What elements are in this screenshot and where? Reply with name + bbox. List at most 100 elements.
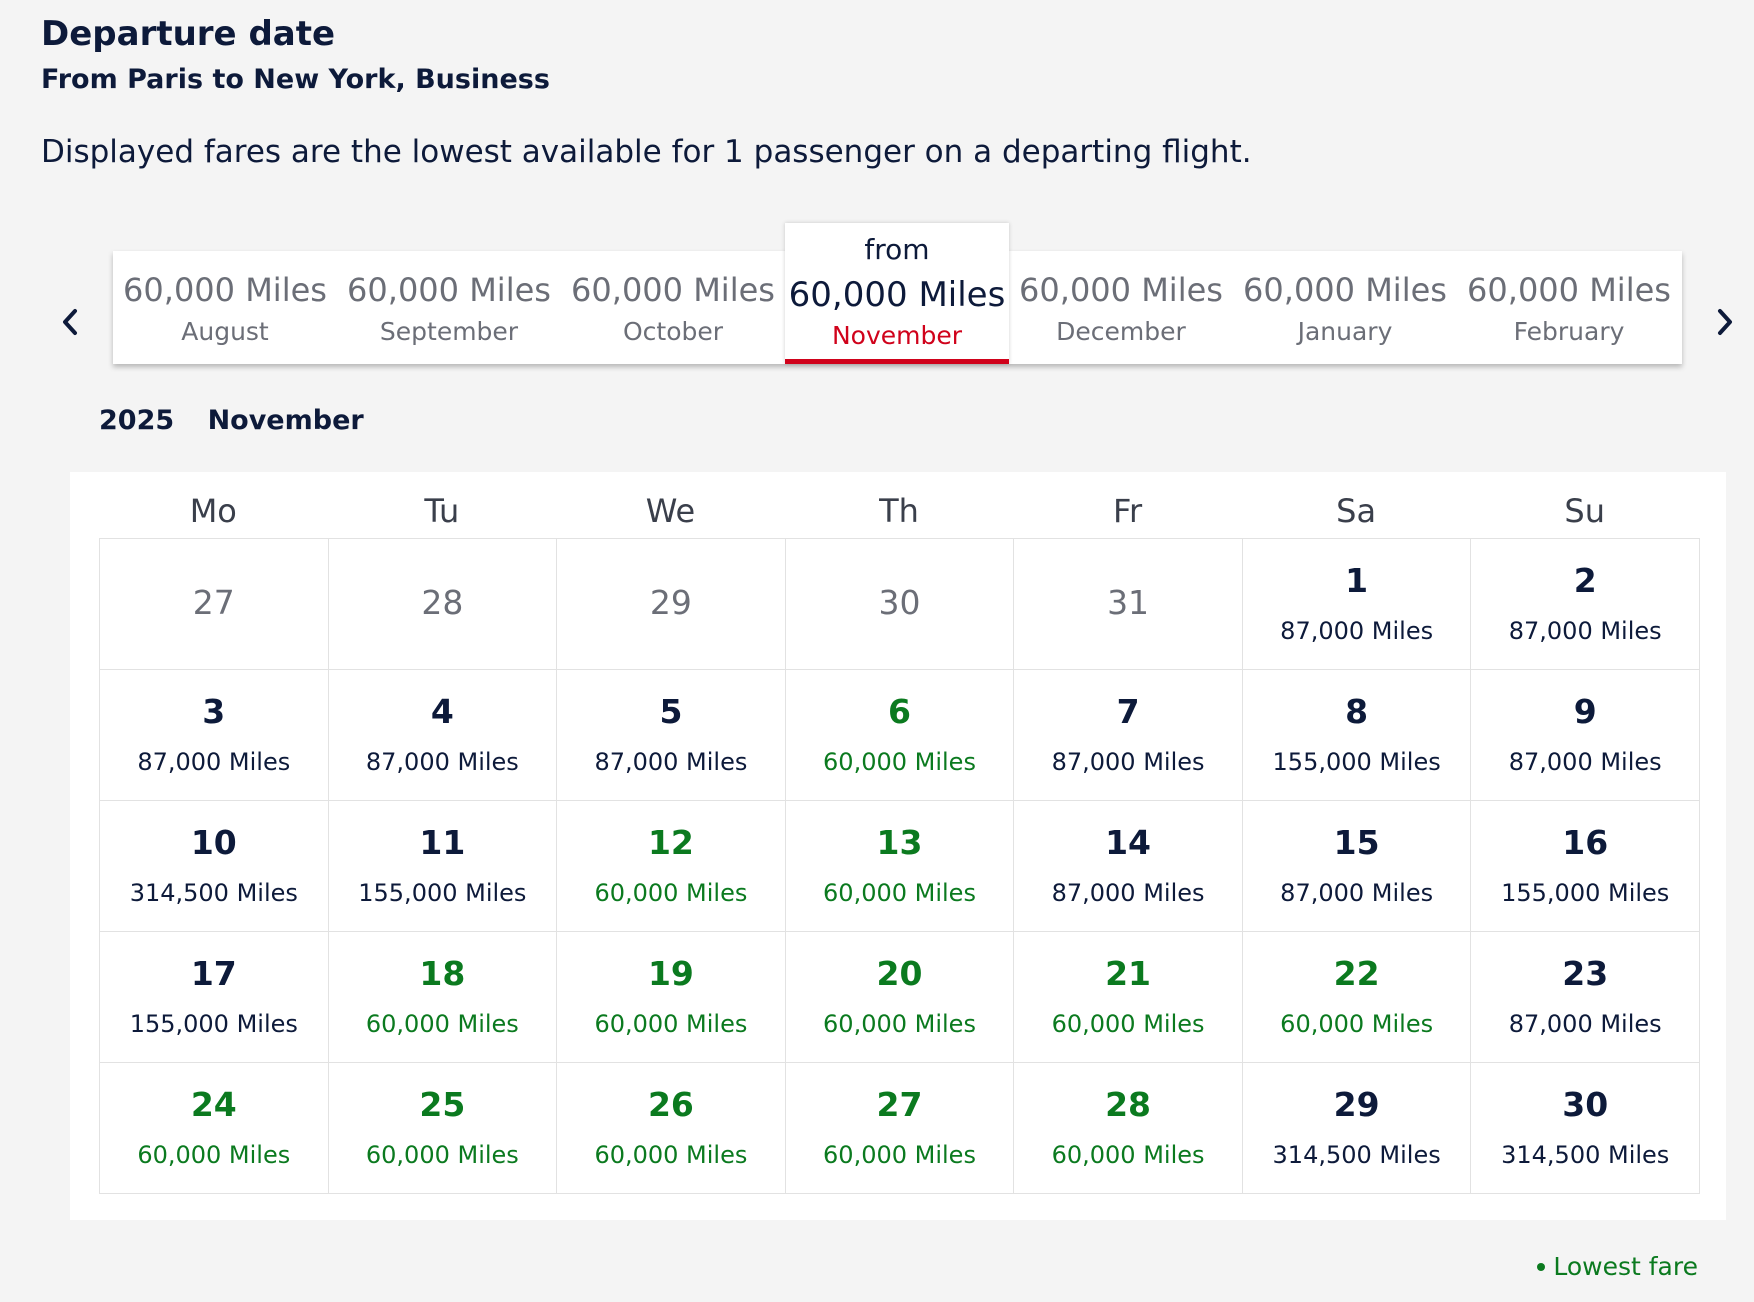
day-number: 8 [1345, 692, 1369, 731]
day-cell-13[interactable]: 13 60,000 Miles [785, 801, 1015, 932]
month-from-label: from [864, 233, 930, 266]
legend-dot-icon [1537, 1262, 1546, 1271]
day-number: 24 [190, 1085, 237, 1124]
month-tab-november[interactable]: from 60,000 Miles November [785, 223, 1009, 364]
day-cell-outside-month: 31 [1014, 539, 1243, 670]
day-cell-15[interactable]: 15 87,000 Miles [1242, 801, 1472, 932]
day-cell-18[interactable]: 18 60,000 Miles [328, 932, 558, 1063]
day-fare: 314,500 Miles [1501, 1141, 1670, 1169]
day-fare: 87,000 Miles [1051, 879, 1205, 907]
day-cell-21[interactable]: 21 60,000 Miles [1014, 932, 1243, 1063]
day-number: 28 [1105, 1085, 1152, 1124]
calendar-grid: 27 28 29 30 31 1 87,000 Miles 2 87,000 Miles 3 87,… [99, 538, 1700, 1194]
day-cell-17[interactable]: 17 155,000 Miles [100, 932, 329, 1063]
day-cell-8[interactable]: 8 155,000 Miles [1242, 670, 1472, 801]
route-subtitle: From Paris to New York, Business [41, 64, 550, 95]
day-cell-28[interactable]: 28 60,000 Miles [1014, 1063, 1243, 1194]
day-number: 12 [647, 823, 694, 862]
day-fare: 60,000 Miles [365, 1010, 519, 1038]
month-name: November [831, 321, 963, 350]
month-price: 60,000 Miles [347, 271, 551, 309]
day-fare: 60,000 Miles [594, 1010, 748, 1038]
day-cell-6[interactable]: 6 60,000 Miles [785, 670, 1015, 801]
day-number: 7 [1116, 692, 1140, 731]
day-cell-20[interactable]: 20 60,000 Miles [785, 932, 1015, 1063]
day-cell-25[interactable]: 25 60,000 Miles [328, 1063, 558, 1194]
day-cell-7[interactable]: 7 87,000 Miles [1014, 670, 1243, 801]
weekday-label: Th [879, 492, 919, 530]
day-number: 30 [878, 583, 921, 622]
day-fare: 60,000 Miles [137, 1141, 291, 1169]
day-cell-11[interactable]: 11 155,000 Miles [328, 801, 558, 932]
weekday-label: Mo [189, 492, 237, 530]
day-number: 30 [1562, 1085, 1609, 1124]
month-tab-august[interactable]: 60,000 Miles August [113, 251, 337, 364]
month-tab-february[interactable]: 60,000 Miles February [1457, 251, 1681, 364]
day-number: 28 [421, 583, 464, 622]
day-number: 5 [659, 692, 683, 731]
day-number: 13 [876, 823, 923, 862]
day-fare: 314,500 Miles [129, 879, 298, 907]
day-cell-9[interactable]: 9 87,000 Miles [1471, 670, 1700, 801]
selected-month-indicator [785, 359, 1009, 364]
day-number: 16 [1562, 823, 1609, 862]
day-cell-29[interactable]: 29 314,500 Miles [1242, 1063, 1472, 1194]
month-tab-december[interactable]: 60,000 Miles December [1009, 251, 1233, 364]
month-price: 60,000 Miles [788, 275, 1006, 315]
day-cell-1[interactable]: 1 87,000 Miles [1242, 539, 1472, 670]
day-cell-22[interactable]: 22 60,000 Miles [1242, 932, 1472, 1063]
day-number: 9 [1573, 692, 1597, 731]
month-name: February [1513, 317, 1625, 346]
month-name: August [181, 317, 269, 346]
day-fare: 87,000 Miles [594, 748, 748, 776]
day-fare: 87,000 Miles [137, 748, 291, 776]
weekday-label: Tu [424, 492, 460, 530]
day-cell-5[interactable]: 5 87,000 Miles [557, 670, 786, 801]
weekday-label: Su [1564, 492, 1605, 530]
day-cell-12[interactable]: 12 60,000 Miles [557, 801, 786, 932]
month-price: 60,000 Miles [123, 271, 327, 309]
month-tab-january[interactable]: 60,000 Miles January [1233, 251, 1457, 364]
day-cell-10[interactable]: 10 314,500 Miles [100, 801, 329, 932]
day-cell-14[interactable]: 14 87,000 Miles [1014, 801, 1243, 932]
day-number: 15 [1333, 823, 1380, 862]
previous-months-button[interactable] [50, 300, 90, 344]
day-fare: 155,000 Miles [1272, 748, 1441, 776]
day-fare: 87,000 Miles [1508, 748, 1662, 776]
day-cell-27[interactable]: 27 60,000 Miles [785, 1063, 1015, 1194]
day-cell-19[interactable]: 19 60,000 Miles [557, 932, 786, 1063]
weekday-header: Mo Tu We Th Fr Sa Su [99, 472, 1699, 538]
day-cell-4[interactable]: 4 87,000 Miles [328, 670, 558, 801]
day-number: 29 [1333, 1085, 1380, 1124]
day-cell-30[interactable]: 30 314,500 Miles [1471, 1063, 1700, 1194]
weekday-label: We [645, 492, 696, 530]
month-name: December [1056, 317, 1186, 346]
day-number: 19 [647, 954, 694, 993]
month-carousel: 60,000 Miles August 60,000 Miles September 6… [113, 223, 1682, 364]
month-name: September [379, 317, 519, 346]
day-number: 11 [419, 823, 466, 862]
month-tab-october[interactable]: 60,000 Miles October [561, 251, 785, 364]
day-number: 3 [202, 692, 226, 731]
day-fare: 60,000 Miles [823, 1010, 976, 1038]
month-price: 60,000 Miles [1019, 271, 1223, 309]
day-number: 29 [649, 583, 692, 622]
next-months-button[interactable] [1705, 300, 1745, 344]
day-number: 10 [190, 823, 237, 862]
day-cell-16[interactable]: 16 155,000 Miles [1471, 801, 1700, 932]
day-cell-outside-month: 29 [557, 539, 786, 670]
day-fare: 60,000 Miles [594, 879, 748, 907]
day-cell-24[interactable]: 24 60,000 Miles [100, 1063, 329, 1194]
day-fare: 87,000 Miles [1508, 1010, 1662, 1038]
day-fare: 87,000 Miles [1280, 617, 1434, 645]
day-cell-outside-month: 28 [328, 539, 558, 670]
day-cell-3[interactable]: 3 87,000 Miles [100, 670, 329, 801]
day-cell-26[interactable]: 26 60,000 Miles [557, 1063, 786, 1194]
day-number: 18 [419, 954, 466, 993]
month-tab-september[interactable]: 60,000 Miles September [337, 251, 561, 364]
day-cell-2[interactable]: 2 87,000 Miles [1471, 539, 1700, 670]
chevron-left-icon [63, 309, 77, 335]
day-fare: 60,000 Miles [1051, 1141, 1205, 1169]
day-number: 27 [876, 1085, 923, 1124]
day-cell-23[interactable]: 23 87,000 Miles [1471, 932, 1700, 1063]
